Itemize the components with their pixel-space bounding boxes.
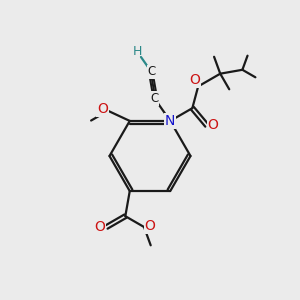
Text: N: N (165, 114, 175, 128)
Text: H: H (133, 45, 142, 58)
Text: O: O (94, 220, 106, 234)
Text: O: O (207, 118, 218, 132)
Text: O: O (190, 74, 201, 87)
Text: O: O (145, 219, 155, 233)
Text: C: C (148, 65, 156, 79)
Text: O: O (97, 102, 108, 116)
Text: C: C (150, 92, 158, 105)
